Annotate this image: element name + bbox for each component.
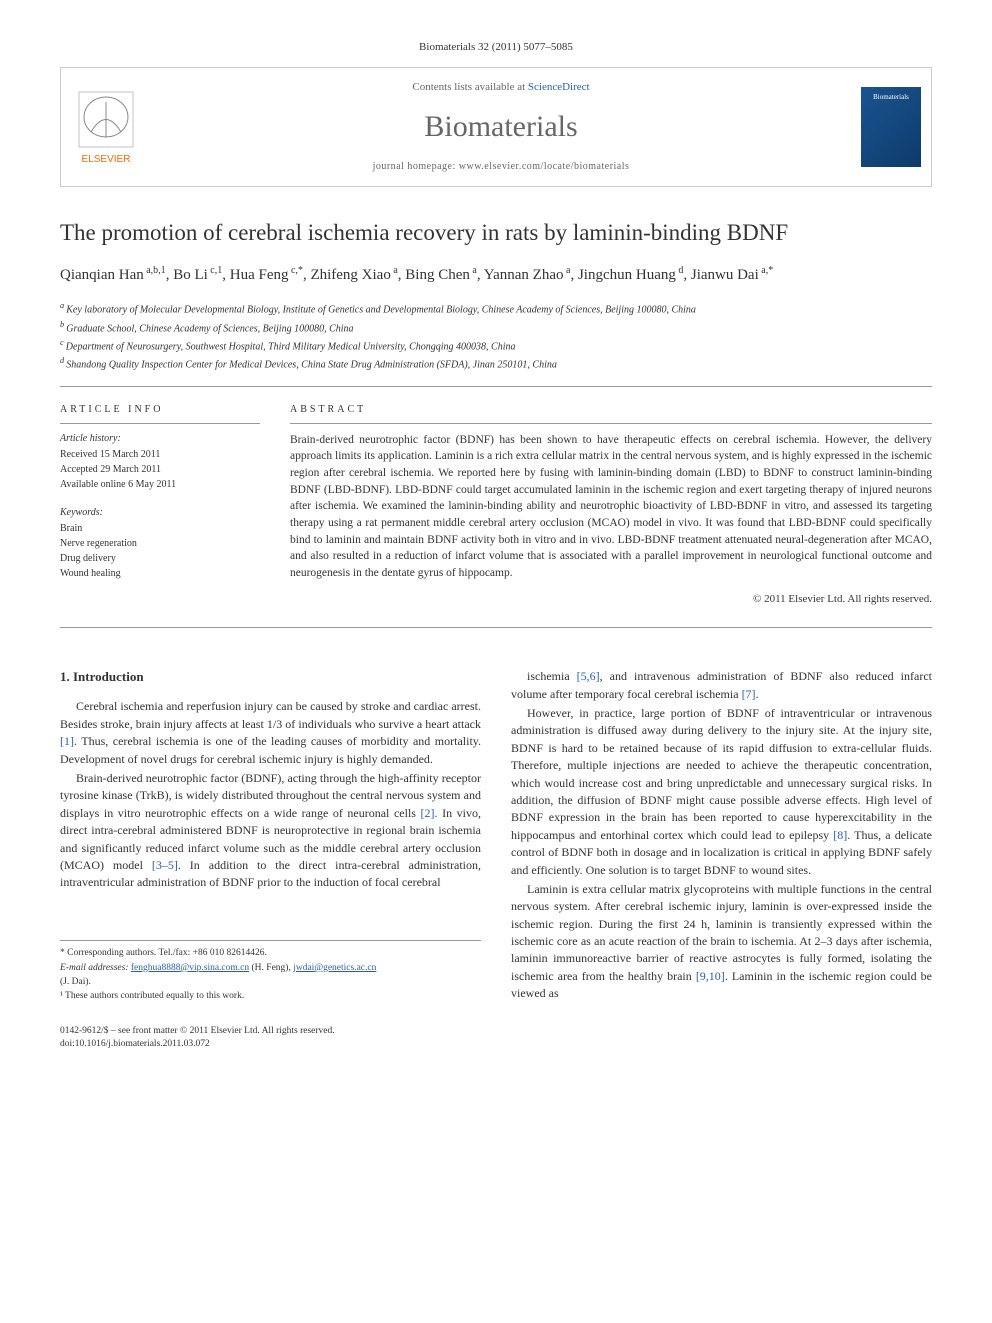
affiliation-list: a Key laboratory of Molecular Developmen… bbox=[60, 300, 932, 386]
author: Qianqian Han a,b,1 bbox=[60, 267, 166, 283]
journal-header: ELSEVIER Contents lists available at Sci… bbox=[60, 67, 932, 186]
author-list: Qianqian Han a,b,1, Bo Li c,1, Hua Feng … bbox=[60, 263, 932, 287]
keyword: Nerve regeneration bbox=[60, 537, 260, 551]
info-abstract-row: ARTICLE INFO Article history: Received 1… bbox=[60, 403, 932, 628]
body-paragraph: Laminin is extra cellular matrix glycopr… bbox=[511, 881, 932, 1003]
author: Bo Li c,1 bbox=[173, 267, 222, 283]
author-affil-sup: d bbox=[676, 265, 684, 276]
bottom-publisher-line: 0142-9612/$ – see front matter © 2011 El… bbox=[60, 1025, 932, 1052]
abstract-text: Brain-derived neurotrophic factor (BDNF)… bbox=[290, 432, 932, 582]
journal-homepage: journal homepage: www.elsevier.com/locat… bbox=[161, 160, 841, 174]
author: Bing Chen a bbox=[405, 267, 477, 283]
keyword: Brain bbox=[60, 522, 260, 536]
journal-name: Biomaterials bbox=[161, 106, 841, 148]
author: Jingchun Huang d bbox=[578, 267, 683, 283]
cover-label: Biomaterials bbox=[873, 93, 909, 103]
affiliation: b Graduate School, Chinese Academy of Sc… bbox=[60, 319, 932, 336]
body-columns: 1. Introduction Cerebral ischemia and re… bbox=[60, 668, 932, 1004]
body-paragraph: Cerebral ischemia and reperfusion injury… bbox=[60, 698, 481, 768]
email-note: E-mail addresses: fenghua8888@vip.sina.c… bbox=[60, 962, 481, 975]
keywords-block: Keywords: BrainNerve regenerationDrug de… bbox=[60, 506, 260, 581]
contents-prefix: Contents lists available at bbox=[412, 81, 527, 93]
author-affil-sup: a bbox=[470, 265, 477, 276]
intro-heading: 1. Introduction bbox=[60, 668, 481, 686]
affiliation: a Key laboratory of Molecular Developmen… bbox=[60, 300, 932, 317]
citation-line: Biomaterials 32 (2011) 5077–5085 bbox=[60, 40, 932, 55]
available-date: Available online 6 May 2011 bbox=[60, 478, 260, 492]
sciencedirect-link[interactable]: ScienceDirect bbox=[528, 81, 590, 93]
keywords-label: Keywords: bbox=[60, 506, 260, 520]
received-date: Received 15 March 2011 bbox=[60, 448, 260, 462]
email-person-1: (H. Feng), bbox=[249, 963, 293, 973]
article-info-column: ARTICLE INFO Article history: Received 1… bbox=[60, 403, 260, 607]
author-affil-sup: a,* bbox=[759, 265, 773, 276]
author-affil-sup: a bbox=[391, 265, 398, 276]
homepage-prefix: journal homepage: bbox=[373, 161, 459, 172]
citation-ref[interactable]: [7] bbox=[742, 687, 756, 701]
journal-cover-thumbnail: Biomaterials bbox=[861, 87, 921, 167]
publisher-logo-cell: ELSEVIER bbox=[61, 68, 151, 185]
equal-contrib-note: ¹ These authors contributed equally to t… bbox=[60, 990, 481, 1003]
contents-available: Contents lists available at ScienceDirec… bbox=[161, 80, 841, 95]
email-label: E-mail addresses: bbox=[60, 963, 131, 973]
citation-ref[interactable]: [2] bbox=[421, 806, 435, 820]
citation-ref[interactable]: [8] bbox=[833, 828, 847, 842]
header-center: Contents lists available at ScienceDirec… bbox=[151, 68, 851, 185]
keyword: Drug delivery bbox=[60, 552, 260, 566]
citation-ref[interactable]: [3–5] bbox=[152, 858, 178, 872]
author: Yannan Zhao a bbox=[484, 267, 571, 283]
abstract-heading: ABSTRACT bbox=[290, 403, 932, 424]
author: Zhifeng Xiao a bbox=[310, 267, 397, 283]
cover-cell: Biomaterials bbox=[851, 68, 931, 185]
homepage-url[interactable]: www.elsevier.com/locate/biomaterials bbox=[459, 161, 630, 172]
citation-ref[interactable]: [5,6] bbox=[577, 669, 600, 683]
author-affil-sup: c,* bbox=[288, 265, 302, 276]
footnotes: * Corresponding authors. Tel./fax: +86 0… bbox=[60, 940, 481, 1004]
affiliation: d Shandong Quality Inspection Center for… bbox=[60, 355, 932, 372]
author: Jianwu Dai a,* bbox=[691, 267, 773, 283]
article-history-block: Article history: Received 15 March 2011 … bbox=[60, 432, 260, 492]
history-label: Article history: bbox=[60, 432, 260, 446]
front-matter-line: 0142-9612/$ – see front matter © 2011 El… bbox=[60, 1025, 932, 1038]
affiliation: c Department of Neurosurgery, Southwest … bbox=[60, 337, 932, 354]
doi-line: doi:10.1016/j.biomaterials.2011.03.072 bbox=[60, 1038, 932, 1051]
author-affil-sup: a bbox=[564, 265, 571, 276]
accepted-date: Accepted 29 March 2011 bbox=[60, 463, 260, 477]
author: Hua Feng c,* bbox=[230, 267, 303, 283]
body-paragraph: Brain-derived neurotrophic factor (BDNF)… bbox=[60, 770, 481, 892]
article-info-heading: ARTICLE INFO bbox=[60, 403, 260, 424]
left-column: 1. Introduction Cerebral ischemia and re… bbox=[60, 668, 481, 1004]
article-title: The promotion of cerebral ischemia recov… bbox=[60, 217, 932, 249]
abstract-column: ABSTRACT Brain-derived neurotrophic fact… bbox=[290, 403, 932, 607]
corresponding-note: * Corresponding authors. Tel./fax: +86 0… bbox=[60, 947, 481, 960]
citation-ref[interactable]: [9,10] bbox=[696, 969, 725, 983]
citation-ref[interactable]: [1] bbox=[60, 734, 74, 748]
email-link-1[interactable]: fenghua8888@vip.sina.com.cn bbox=[131, 963, 249, 973]
page-container: Biomaterials 32 (2011) 5077–5085 ELSEVIE… bbox=[0, 0, 992, 1091]
svg-text:ELSEVIER: ELSEVIER bbox=[82, 154, 131, 165]
author-affil-sup: c,1 bbox=[208, 265, 222, 276]
keyword: Wound healing bbox=[60, 567, 260, 581]
body-paragraph: ischemia [5,6], and intravenous administ… bbox=[511, 668, 932, 703]
email-link-2[interactable]: jwdai@genetics.ac.cn bbox=[293, 963, 376, 973]
email-person-2: (J. Dai). bbox=[60, 976, 481, 989]
elsevier-logo: ELSEVIER bbox=[71, 87, 141, 167]
right-column: ischemia [5,6], and intravenous administ… bbox=[511, 668, 932, 1004]
body-paragraph: However, in practice, large portion of B… bbox=[511, 705, 932, 879]
abstract-copyright: © 2011 Elsevier Ltd. All rights reserved… bbox=[290, 592, 932, 607]
author-affil-sup: a,b,1 bbox=[144, 265, 166, 276]
